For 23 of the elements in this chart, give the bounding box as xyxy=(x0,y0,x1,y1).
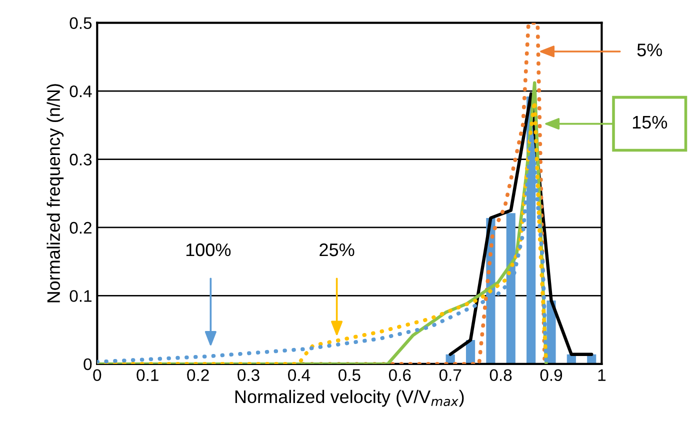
y-tick-label: 0.4 xyxy=(70,85,92,98)
x-tick-label: 1 xyxy=(598,369,606,381)
y-tick-label: 0 xyxy=(84,358,92,370)
x-axis-title: Normalized velocity (V/V$_{max}$) xyxy=(235,390,464,407)
x-tick-label: 0.6 xyxy=(388,369,411,382)
x-tick-label: 0.3 xyxy=(238,369,260,382)
x-tick-label: 0.7 xyxy=(439,369,462,382)
x-tick-label: 0.4 xyxy=(288,369,310,382)
y-tick-label: 0.2 xyxy=(70,222,92,234)
x-tick-label: 0.5 xyxy=(338,369,360,382)
y-tick-label: 0.1 xyxy=(70,290,92,302)
x-tick-label: 0.9 xyxy=(540,369,562,382)
x-tick-label: 0 xyxy=(93,369,102,382)
x-tick-label: 0.8 xyxy=(490,369,512,382)
y-tick-label: 0.3 xyxy=(70,154,92,166)
x-tick-label: 0.2 xyxy=(187,369,209,382)
y-axis-title: Normalized frequency (n/N) xyxy=(46,84,64,302)
text: 15% xyxy=(632,116,668,129)
annotation: 100% xyxy=(186,243,231,256)
annotation: 25% xyxy=(320,243,354,256)
x-tick-label: 0.1 xyxy=(136,369,158,382)
y-tick-label: 0.5 xyxy=(70,17,92,30)
text: 5% xyxy=(637,44,662,56)
